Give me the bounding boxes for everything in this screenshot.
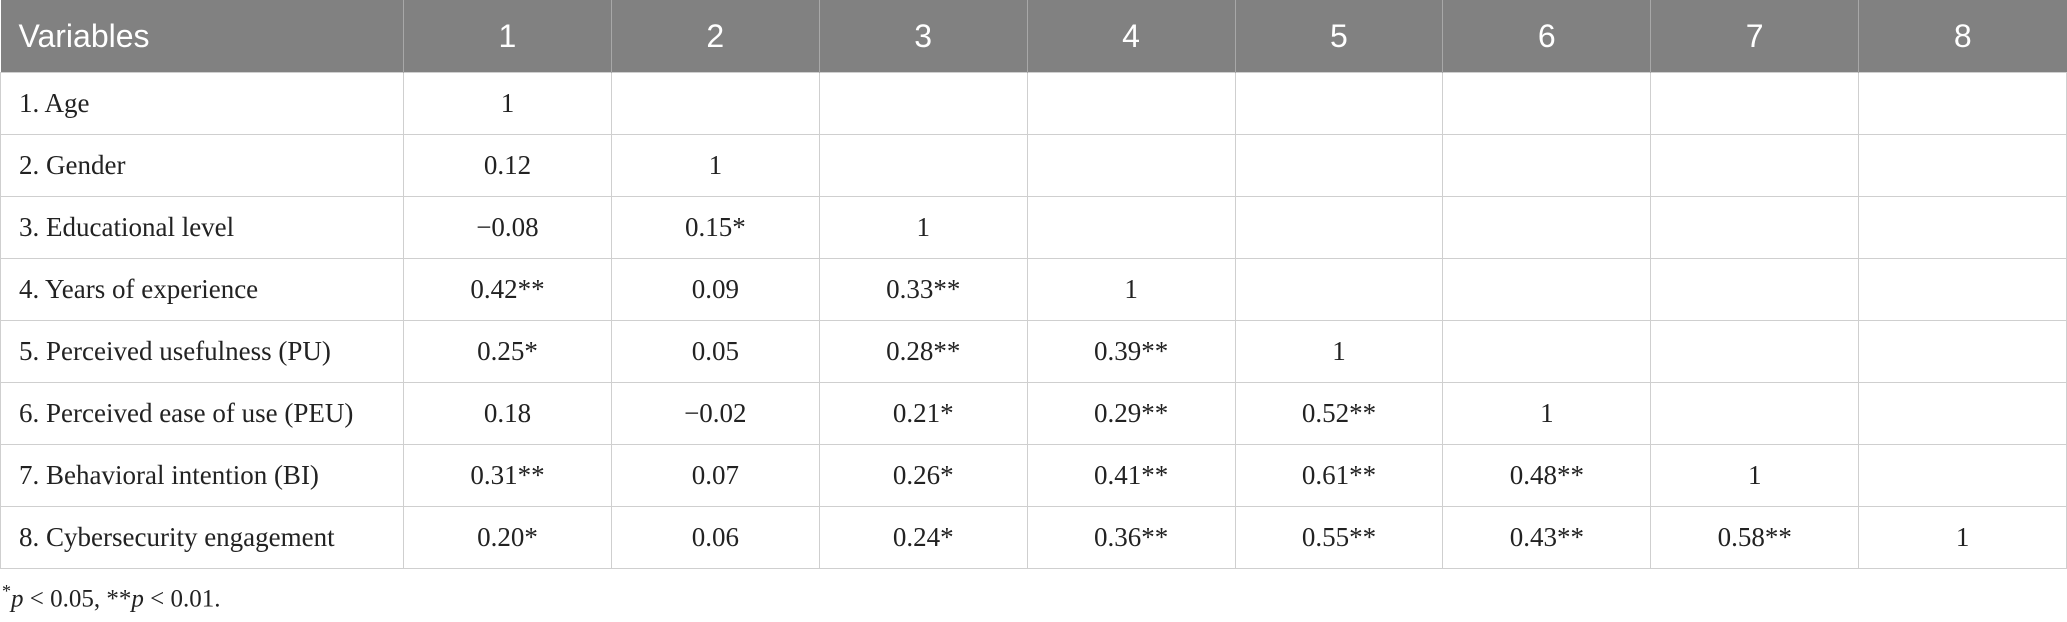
cell: 1 bbox=[1234, 320, 1444, 383]
header-cell: 1 bbox=[403, 0, 612, 73]
cell: 0.42** bbox=[403, 258, 612, 321]
table-row: 4. Years of experience 0.42** 0.09 0.33** 1 bbox=[0, 258, 2067, 321]
cell: 0.55** bbox=[1234, 506, 1444, 569]
table-row: 1. Age 1 bbox=[0, 72, 2067, 135]
empty-cell bbox=[610, 72, 820, 135]
cell: 0.21* bbox=[818, 382, 1028, 445]
cell: 0.43** bbox=[1442, 506, 1652, 569]
empty-cell bbox=[1234, 134, 1444, 197]
cell: 0.12 bbox=[403, 134, 612, 197]
cell: 0.28** bbox=[818, 320, 1028, 383]
row-label: 2. Gender bbox=[0, 134, 404, 197]
table-row: 6. Perceived ease of use (PEU) 0.18 −0.02 0… bbox=[0, 382, 2067, 445]
cell: 1 bbox=[403, 72, 612, 135]
empty-cell bbox=[1858, 258, 2067, 321]
header-cell: 2 bbox=[610, 0, 820, 73]
table-row: 5. Perceived usefulness (PU) 0.25* 0.05 0.2… bbox=[0, 320, 2067, 383]
header-cell: 4 bbox=[1026, 0, 1235, 73]
cell: 0.52** bbox=[1234, 382, 1444, 445]
footnote-part: p bbox=[131, 585, 144, 613]
cell: 0.18 bbox=[403, 382, 612, 445]
footnote: *p < 0.05, **p < 0.01. bbox=[2, 581, 2067, 613]
footnote-part: < 0.01. bbox=[143, 585, 221, 613]
empty-cell bbox=[1858, 320, 2067, 383]
empty-cell bbox=[1234, 196, 1444, 259]
empty-cell bbox=[1858, 444, 2067, 507]
cell: 0.58** bbox=[1650, 506, 1860, 569]
cell: 0.61** bbox=[1234, 444, 1444, 507]
row-label: 4. Years of experience bbox=[0, 258, 404, 321]
empty-cell bbox=[1650, 134, 1860, 197]
row-label: 8. Cybersecurity engagement bbox=[0, 506, 404, 569]
header-cell: Variables bbox=[0, 0, 404, 73]
cell: 0.06 bbox=[610, 506, 820, 569]
row-label: 1. Age bbox=[0, 72, 404, 135]
empty-cell bbox=[1442, 196, 1652, 259]
empty-cell bbox=[1026, 134, 1236, 197]
cell: 0.15* bbox=[610, 196, 820, 259]
footnote-part: < 0.05, ** bbox=[23, 585, 132, 613]
header-cell: 6 bbox=[1442, 0, 1651, 73]
cell: 1 bbox=[1858, 506, 2067, 569]
header-cell: 3 bbox=[818, 0, 1028, 73]
table-row: 2. Gender 0.12 1 bbox=[0, 134, 2067, 197]
empty-cell bbox=[1026, 72, 1236, 135]
cell: 0.07 bbox=[610, 444, 820, 507]
footnote-part: * bbox=[2, 581, 11, 601]
empty-cell bbox=[1234, 258, 1444, 321]
empty-cell bbox=[1650, 258, 1860, 321]
empty-cell bbox=[1858, 72, 2067, 135]
table-row: 3. Educational level −0.08 0.15* 1 bbox=[0, 196, 2067, 259]
cell: −0.08 bbox=[403, 196, 612, 259]
cell: 1 bbox=[1026, 258, 1236, 321]
cell: 0.31** bbox=[403, 444, 612, 507]
table-row: 7. Behavioral intention (BI) 0.31** 0.07 0.… bbox=[0, 444, 2067, 507]
cell: 0.41** bbox=[1026, 444, 1236, 507]
cell: 1 bbox=[818, 196, 1028, 259]
empty-cell bbox=[1858, 134, 2067, 197]
header-cell: 8 bbox=[1858, 0, 2067, 73]
row-label: 6. Perceived ease of use (PEU) bbox=[0, 382, 404, 445]
empty-cell bbox=[1442, 134, 1652, 197]
header-cell: 7 bbox=[1650, 0, 1859, 73]
empty-cell bbox=[1442, 72, 1652, 135]
row-label: 7. Behavioral intention (BI) bbox=[0, 444, 404, 507]
cell: 0.33** bbox=[818, 258, 1028, 321]
row-label: 3. Educational level bbox=[0, 196, 404, 259]
empty-cell bbox=[1858, 196, 2067, 259]
row-label: 5. Perceived usefulness (PU) bbox=[0, 320, 404, 383]
cell: 0.29** bbox=[1026, 382, 1236, 445]
cell: 0.25* bbox=[403, 320, 612, 383]
empty-cell bbox=[1858, 382, 2067, 445]
empty-cell bbox=[1234, 72, 1444, 135]
cell: −0.02 bbox=[610, 382, 820, 445]
cell: 0.36** bbox=[1026, 506, 1236, 569]
empty-cell bbox=[818, 134, 1028, 197]
cell: 0.09 bbox=[610, 258, 820, 321]
empty-cell bbox=[1650, 196, 1860, 259]
cell: 1 bbox=[1650, 444, 1860, 507]
cell: 0.48** bbox=[1442, 444, 1652, 507]
header-cell: 5 bbox=[1234, 0, 1443, 73]
cell: 1 bbox=[1442, 382, 1652, 445]
empty-cell bbox=[1442, 258, 1652, 321]
header-row: Variables 1 2 3 4 5 6 7 8 bbox=[0, 0, 2067, 73]
empty-cell bbox=[1650, 320, 1860, 383]
cell: 0.24* bbox=[818, 506, 1028, 569]
cell: 0.20* bbox=[403, 506, 612, 569]
empty-cell bbox=[1650, 382, 1860, 445]
correlation-table: Variables 1 2 3 4 5 6 7 8 1. Age 1 2. Gender 0.12 1 3… bbox=[0, 0, 2067, 569]
cell: 0.39** bbox=[1026, 320, 1236, 383]
footnote-part: p bbox=[11, 585, 24, 613]
cell: 0.26* bbox=[818, 444, 1028, 507]
empty-cell bbox=[818, 72, 1028, 135]
empty-cell bbox=[1442, 320, 1652, 383]
empty-cell bbox=[1650, 72, 1860, 135]
empty-cell bbox=[1026, 196, 1236, 259]
cell: 0.05 bbox=[610, 320, 820, 383]
table-row: 8. Cybersecurity engagement 0.20* 0.06 0.24… bbox=[0, 506, 2067, 569]
cell: 1 bbox=[610, 134, 820, 197]
